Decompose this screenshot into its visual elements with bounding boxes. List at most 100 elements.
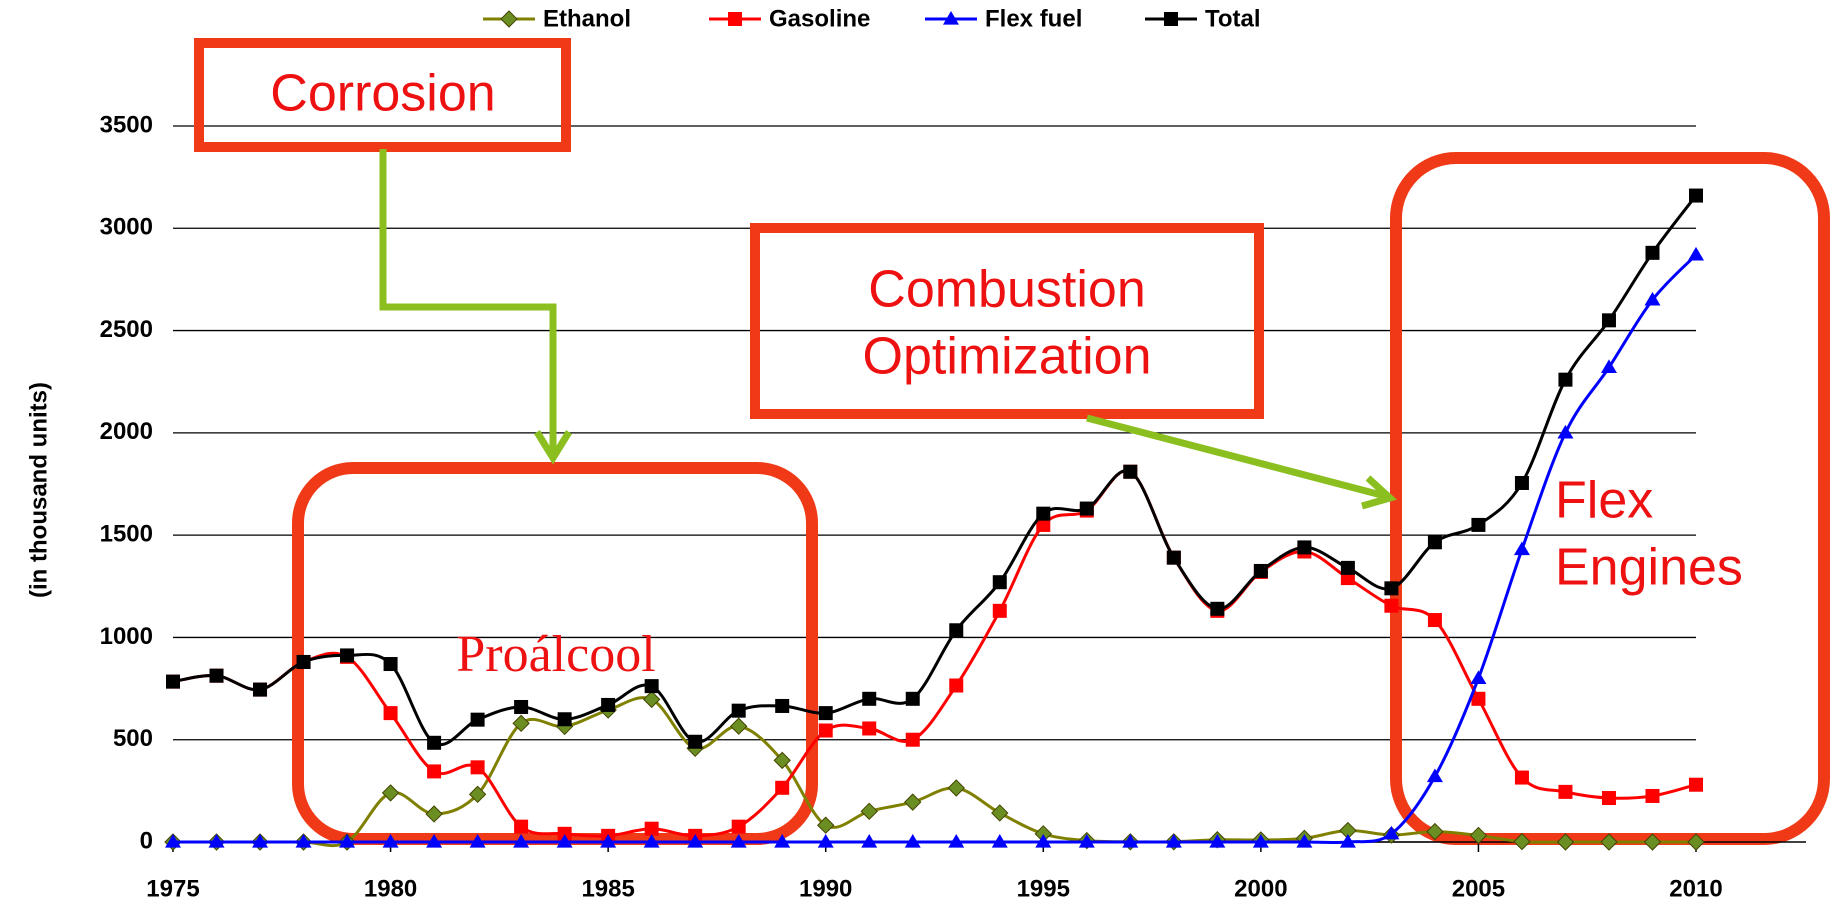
point xyxy=(1384,581,1399,596)
annotation: Optimization xyxy=(863,328,1152,386)
x-tick-label: 1980 xyxy=(364,875,417,902)
point xyxy=(991,834,1008,848)
annotation: Proálcool xyxy=(456,626,655,683)
point xyxy=(468,785,487,804)
point xyxy=(818,723,833,738)
point xyxy=(383,657,398,672)
point xyxy=(1166,550,1181,565)
point xyxy=(643,834,660,848)
point xyxy=(773,751,791,770)
point xyxy=(1514,475,1529,490)
annotation: Flex xyxy=(1555,472,1653,530)
point xyxy=(1556,833,1575,851)
x-tick-label: 1995 xyxy=(1017,875,1070,902)
point xyxy=(383,706,398,721)
point xyxy=(905,691,920,706)
point xyxy=(729,717,748,735)
point xyxy=(1253,563,1268,578)
point xyxy=(1210,601,1225,616)
point xyxy=(512,714,530,733)
x-tick-label: 1990 xyxy=(799,875,852,902)
proalcool-box xyxy=(292,462,818,845)
point xyxy=(992,575,1007,590)
point xyxy=(427,764,442,779)
point xyxy=(1601,313,1616,328)
point xyxy=(514,699,529,714)
arrow-head xyxy=(534,430,572,465)
point xyxy=(600,834,617,848)
annotation-boxes xyxy=(194,38,1830,845)
point xyxy=(1471,691,1486,706)
point xyxy=(252,834,269,848)
point xyxy=(775,780,790,795)
legend-label: Ethanol xyxy=(543,5,631,32)
arrow-head xyxy=(1361,475,1398,510)
point xyxy=(381,784,400,802)
point xyxy=(295,834,312,848)
point xyxy=(862,721,877,736)
point xyxy=(862,691,877,706)
point xyxy=(817,834,834,848)
point xyxy=(165,834,181,848)
y-tick-label: 0 xyxy=(140,827,153,854)
point xyxy=(1689,777,1703,792)
point xyxy=(1383,825,1400,840)
point xyxy=(557,826,572,841)
x-tick-label: 1975 xyxy=(146,875,199,902)
point xyxy=(817,816,835,834)
legend-marker xyxy=(943,11,959,25)
point xyxy=(818,706,833,721)
x-tick-label: 2000 xyxy=(1234,875,1287,902)
grid xyxy=(173,125,1696,843)
annotation: Combustion xyxy=(868,261,1145,319)
legend-marker xyxy=(1164,12,1178,26)
point xyxy=(1471,517,1486,532)
point xyxy=(1558,784,1573,799)
annotation: Engines xyxy=(1555,539,1743,597)
point xyxy=(339,834,356,848)
legend-label: Gasoline xyxy=(769,5,870,32)
point xyxy=(1645,245,1660,260)
point xyxy=(1513,832,1531,851)
point xyxy=(1427,613,1442,628)
y-tick-label: 1000 xyxy=(100,623,153,650)
point xyxy=(1688,246,1704,261)
point xyxy=(992,603,1007,618)
point xyxy=(253,682,268,697)
combustion-box xyxy=(750,223,1264,419)
point xyxy=(687,834,704,848)
point xyxy=(470,760,485,775)
point xyxy=(1426,822,1444,841)
point xyxy=(949,623,964,638)
y-tick-label: 3500 xyxy=(100,111,153,138)
point xyxy=(644,679,659,694)
point xyxy=(1122,834,1139,848)
point xyxy=(774,834,791,848)
point xyxy=(513,834,530,848)
point xyxy=(1645,788,1660,803)
point xyxy=(904,793,922,811)
point xyxy=(209,668,224,683)
point xyxy=(382,834,399,848)
legend-label: Total xyxy=(1205,5,1261,32)
point xyxy=(556,834,573,848)
x-tick-label: 1985 xyxy=(581,875,634,902)
point xyxy=(166,674,180,689)
point xyxy=(644,821,659,836)
point xyxy=(1470,670,1487,684)
arrow xyxy=(379,149,557,452)
point xyxy=(470,712,485,727)
point xyxy=(1340,560,1355,575)
point xyxy=(208,834,225,848)
y-tick-label: 2500 xyxy=(100,316,153,343)
point xyxy=(948,834,965,848)
y-tick-label: 500 xyxy=(113,725,153,752)
point xyxy=(1339,834,1356,848)
point xyxy=(642,690,661,709)
point xyxy=(1296,834,1313,848)
point xyxy=(731,819,746,834)
legend-label: Flex fuel xyxy=(985,5,1082,32)
point xyxy=(1644,291,1661,306)
point xyxy=(1557,424,1574,439)
point xyxy=(730,834,747,848)
